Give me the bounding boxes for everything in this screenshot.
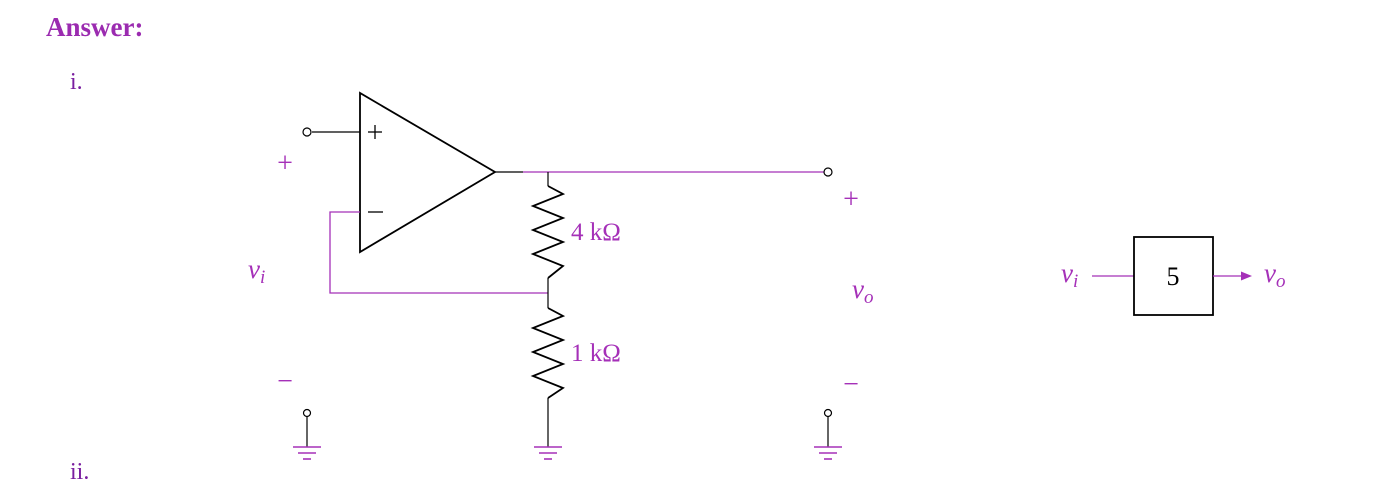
- arrow-right-icon: [1241, 271, 1252, 281]
- output-ground-terminal: [823, 408, 833, 418]
- input-wire: [302, 127, 360, 137]
- output-wire: [495, 167, 833, 177]
- ground-icon: [293, 446, 321, 460]
- input-ground-terminal: [302, 408, 312, 418]
- input-plus-sign: +: [277, 148, 293, 179]
- block-input-label: vi: [1061, 258, 1078, 292]
- ground-icon: [534, 446, 562, 460]
- block-output-label: vo: [1264, 258, 1285, 292]
- input-minus-sign: −: [277, 366, 293, 397]
- item-label-ii: ii.: [70, 459, 90, 485]
- output-voltage-label: vo: [852, 274, 873, 308]
- output-plus-sign: +: [843, 184, 859, 215]
- resistor-1k-label: 1 kΩ: [571, 340, 621, 367]
- feedback-wire: [329, 172, 549, 308]
- output-minus-sign: −: [843, 369, 859, 400]
- op-amp: [359, 91, 497, 254]
- resistor-4k-label: 4 kΩ: [571, 219, 621, 246]
- resistor-1k: [530, 307, 566, 399]
- ground-icon: [814, 446, 842, 460]
- input-voltage-label: vi: [248, 254, 265, 288]
- block-diagram: vi 5 vo: [1061, 236, 1285, 316]
- gain-block: [1133, 236, 1214, 316]
- item-label-i: i.: [70, 69, 83, 95]
- gain-value: 5: [1167, 262, 1180, 291]
- answer-heading: Answer:: [46, 12, 144, 42]
- resistor-4k: [530, 185, 566, 279]
